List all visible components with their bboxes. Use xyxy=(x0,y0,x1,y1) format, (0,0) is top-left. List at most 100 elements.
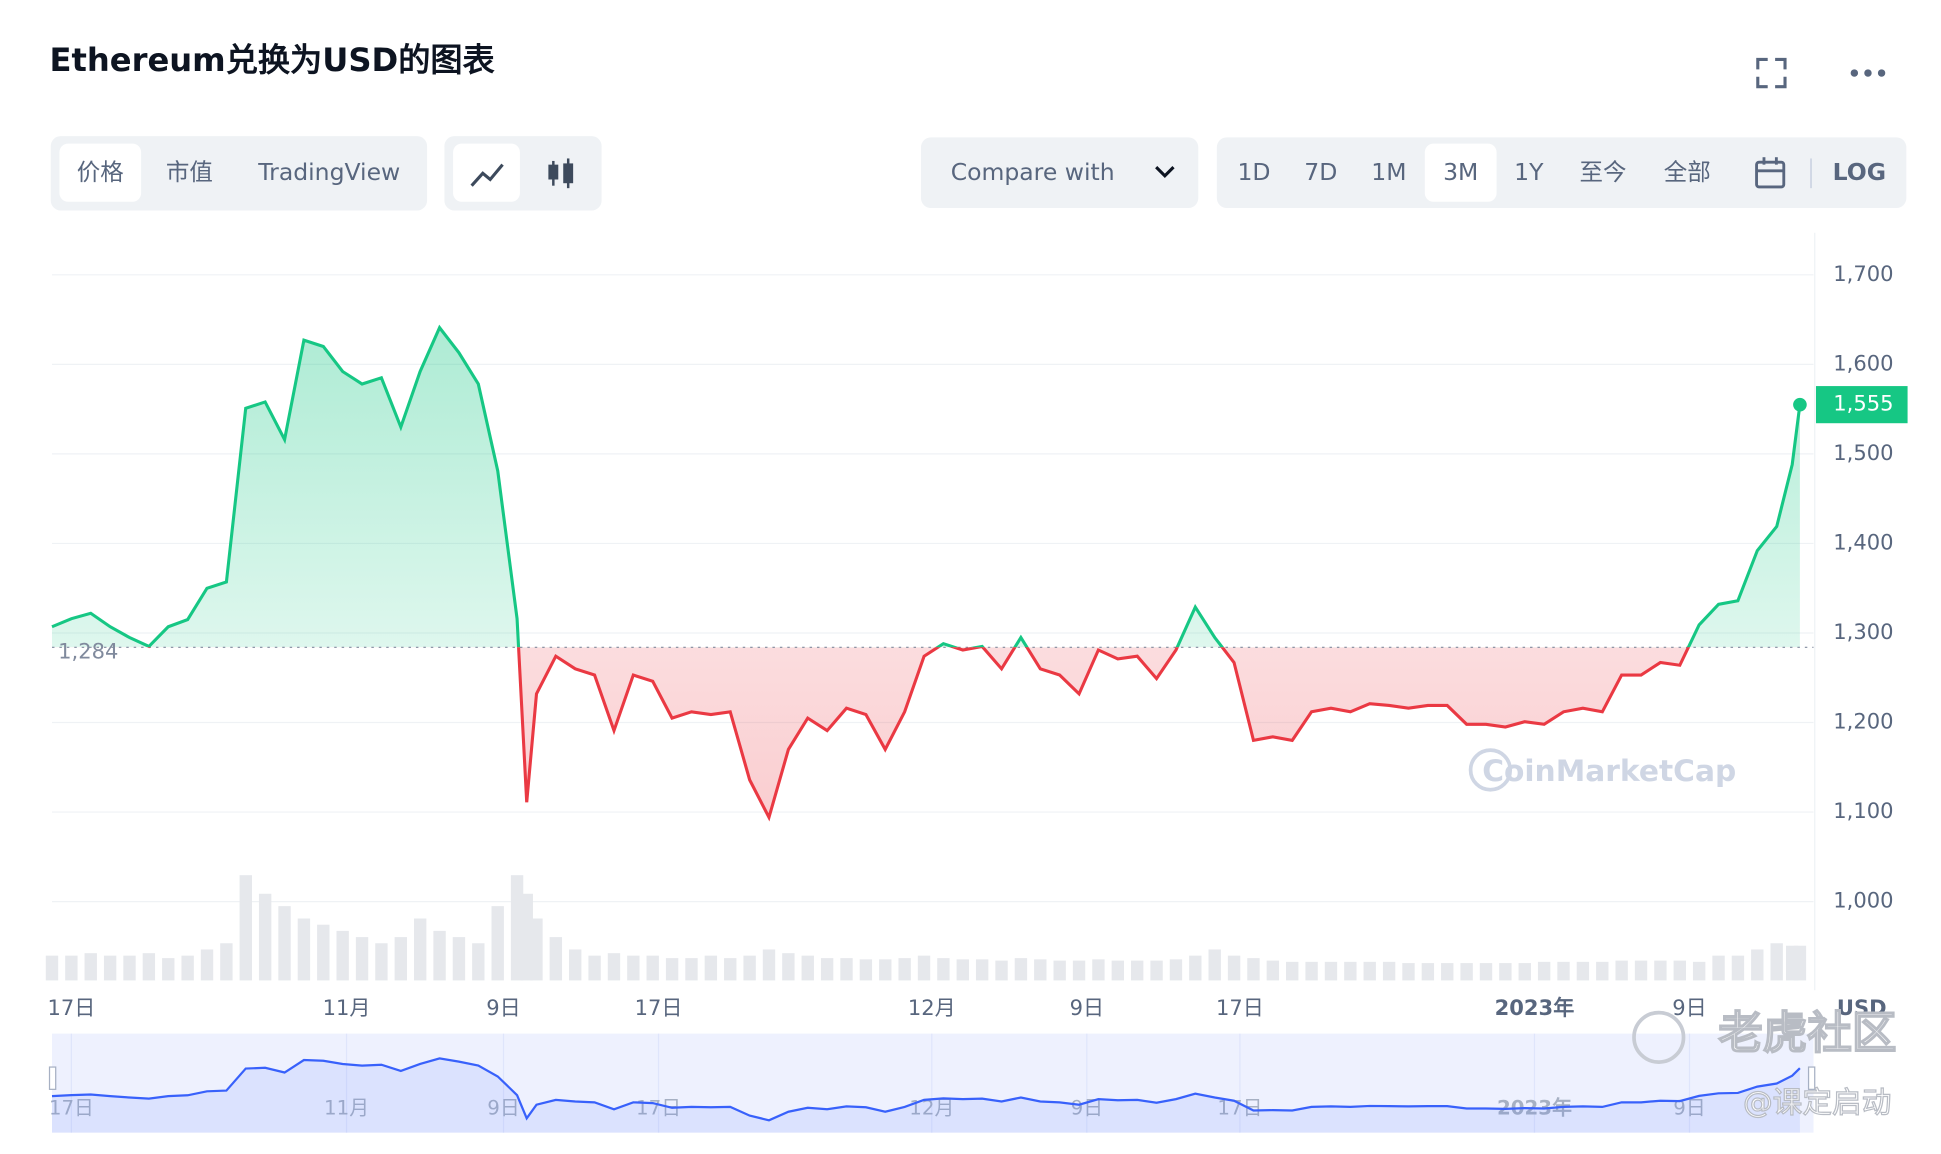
volume-bar xyxy=(937,958,950,981)
volume-bar xyxy=(65,955,78,981)
volume-bar xyxy=(1499,963,1512,981)
volume-bar xyxy=(84,953,97,981)
volume-bar xyxy=(1770,943,1783,981)
volume-bar xyxy=(1286,961,1299,981)
volume-bar xyxy=(123,955,136,981)
volume-bar xyxy=(258,893,272,981)
range-button[interactable]: 全部 xyxy=(1664,158,1711,186)
watermark: CoinMarketCap xyxy=(1482,754,1736,789)
volume-bar xyxy=(569,949,582,981)
y-tick-label: 1,200 xyxy=(1833,709,1893,734)
volume-bar xyxy=(762,949,776,981)
volume-bar xyxy=(1247,958,1260,981)
nav-tick-label: 17日 xyxy=(1217,1097,1262,1120)
volume-bar xyxy=(520,893,533,981)
navigator-handle xyxy=(1807,1066,1816,1090)
volume-bar xyxy=(1654,960,1667,981)
volume-bar xyxy=(1014,958,1028,981)
navigator-line xyxy=(51,1057,1801,1122)
volume-bar xyxy=(1576,961,1590,981)
volume-bar xyxy=(879,959,892,981)
chevron xyxy=(1155,166,1175,178)
range-button[interactable]: 至今 xyxy=(1580,158,1627,186)
navigator[interactable] xyxy=(51,1033,1814,1133)
volume-bar xyxy=(1189,955,1202,981)
x-tick-label: 17日 xyxy=(1216,995,1264,1020)
volume-bar xyxy=(413,918,427,981)
volume-bar xyxy=(1150,960,1163,981)
volume-bar xyxy=(1053,960,1066,981)
candle-icon[interactable] xyxy=(548,158,574,189)
volume-bar xyxy=(162,958,175,981)
volume-bar xyxy=(627,955,640,981)
range-button[interactable]: 3M xyxy=(1443,158,1478,186)
navigator-area xyxy=(51,1058,1800,1133)
volume-bar xyxy=(278,906,291,981)
y-tick-label: 1,400 xyxy=(1833,529,1893,554)
volume-bar xyxy=(355,937,369,981)
active-range xyxy=(1424,143,1497,202)
volume-bar xyxy=(1673,960,1686,981)
compare-label: Compare with xyxy=(951,158,1115,186)
overlay-logo xyxy=(1632,1010,1686,1064)
range-button[interactable]: 1Y xyxy=(1514,158,1544,186)
volume-bar xyxy=(1344,961,1357,981)
line-type-button[interactable] xyxy=(453,143,520,202)
y-tick-label: 1,500 xyxy=(1833,440,1893,465)
volume-bar xyxy=(1072,960,1086,981)
volume-bar xyxy=(607,953,621,981)
volume-bar xyxy=(549,937,563,981)
range-button[interactable]: 1D xyxy=(1237,158,1270,186)
volume-bar xyxy=(1596,961,1609,981)
volume-bar xyxy=(859,959,873,981)
x-tick-label: 11月 xyxy=(323,995,371,1020)
volume-bar xyxy=(510,875,524,981)
volume-bar xyxy=(1034,959,1047,981)
compare-dropdown[interactable] xyxy=(920,137,1199,208)
x-tick-label: 9日 xyxy=(1070,995,1104,1020)
active-tab xyxy=(59,143,142,202)
x-tick-label: 2023年 xyxy=(1495,995,1575,1020)
calendar-icon[interactable] xyxy=(1755,157,1786,189)
tab[interactable]: TradingView xyxy=(257,158,400,186)
volume-bar xyxy=(472,943,485,981)
volume-bar xyxy=(1363,961,1376,981)
volume-bar xyxy=(840,958,853,981)
volume-bar xyxy=(1092,959,1105,981)
x-tick-label: 12月 xyxy=(908,995,956,1020)
volume-bar xyxy=(1324,961,1338,981)
tab[interactable]: 价格 xyxy=(77,158,124,186)
tab[interactable]: 市值 xyxy=(166,158,213,186)
volume-bar xyxy=(239,875,252,981)
volume-bar xyxy=(704,955,718,981)
volume-bar xyxy=(1537,961,1551,981)
volume-bar xyxy=(142,953,156,981)
volume-bar xyxy=(200,949,214,981)
y-tick-label: 1,300 xyxy=(1833,619,1893,644)
chart-title: Ethereum兑换为USD的图表 xyxy=(50,41,496,79)
volume-bar xyxy=(1130,960,1144,981)
tab-group xyxy=(50,136,428,211)
volume-bar xyxy=(782,953,795,981)
volume-bar xyxy=(336,930,349,981)
volume-bar xyxy=(1402,963,1415,981)
volume-bar xyxy=(181,955,194,981)
area-up xyxy=(51,327,1800,648)
nav-tick-label: 9日 xyxy=(487,1097,519,1120)
volume-bar xyxy=(995,960,1008,981)
volume-bar xyxy=(1479,963,1493,981)
range-button[interactable]: 7D xyxy=(1304,158,1337,186)
volume-bar xyxy=(1305,961,1318,981)
volume-bar xyxy=(646,955,659,981)
fullscreen-icon[interactable] xyxy=(1756,57,1787,89)
range-button[interactable]: 1M xyxy=(1371,158,1406,186)
log-button[interactable]: LOG xyxy=(1833,158,1886,186)
volume-bar xyxy=(1712,955,1725,981)
more-icon[interactable] xyxy=(1850,69,1886,77)
volume-bar xyxy=(1634,960,1648,981)
volume-bar xyxy=(1615,960,1628,981)
volume-bar xyxy=(917,955,931,981)
x-tick-label: 9日 xyxy=(1672,995,1706,1020)
volume-bar xyxy=(1382,961,1396,981)
